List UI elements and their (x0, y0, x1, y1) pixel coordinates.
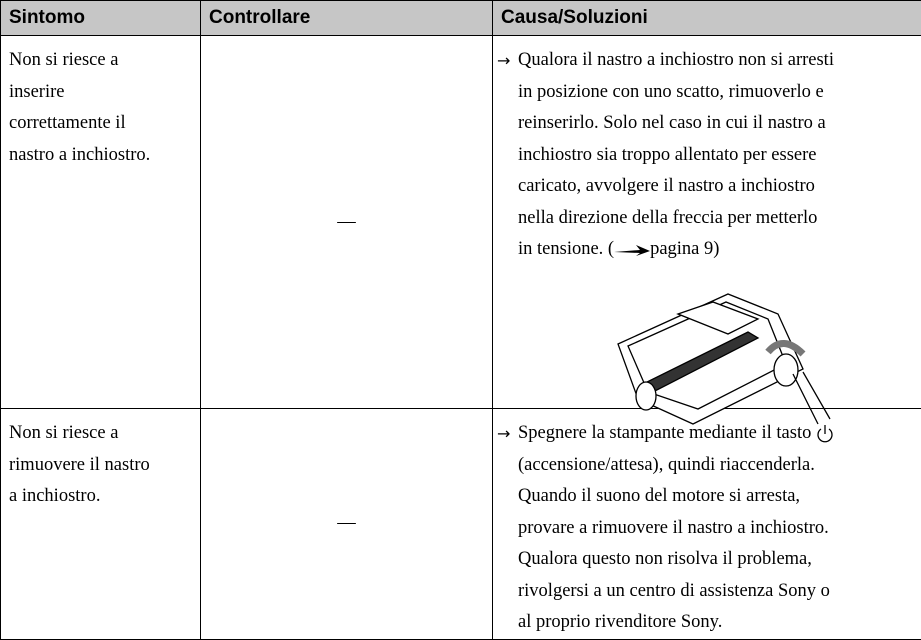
line: Non si riesce a (9, 45, 200, 77)
line: Qualora questo non risolva il problema, (518, 544, 921, 576)
line: in posizione con uno scatto, rimuoverlo … (518, 77, 921, 109)
line: provare a rimuovere il nastro a inchiost… (518, 513, 921, 545)
page-ref-arrow (614, 243, 650, 257)
line: rivolgersi a un centro di assistenza Son… (518, 576, 921, 608)
line: Qualora il nastro a inchiostro non si ar… (518, 45, 921, 77)
header-row: Sintomo Controllare Causa/Soluzioni (1, 1, 921, 36)
line: correttamente il (9, 108, 200, 140)
line: inchiostro sia troppo allentato per esse… (518, 140, 921, 172)
check-cell: — (201, 36, 493, 409)
line: a inchiostro. (9, 481, 200, 513)
power-icon (816, 424, 834, 444)
row: Non si riesce a inserire correttamente i… (1, 36, 921, 409)
line: caricato, avvolgere il nastro a inchiost… (518, 171, 921, 203)
line: reinserirlo. Solo nel caso in cui il nas… (518, 108, 921, 140)
line: nella direzione della freccia per metter… (518, 203, 921, 235)
header-cell: Sintomo (1, 1, 201, 36)
text: pagina 9) (650, 239, 719, 259)
line: al proprio rivenditore Sony. (518, 607, 921, 639)
line: rimuovere il nastro (9, 450, 200, 482)
line: inserire (9, 77, 200, 109)
text: in tensione. ( (518, 239, 614, 259)
row: Non si riesce a rimuovere il nastro a in… (1, 409, 921, 640)
check-cell: — (201, 409, 493, 640)
bullet: → (497, 45, 510, 77)
line: Non si riesce a (9, 418, 200, 450)
symptom-cell: Non si riesce a rimuovere il nastro a in… (1, 409, 201, 640)
line: in tensione. ( pagina 9) (518, 234, 921, 266)
bullet: → (497, 418, 510, 450)
page: Sintomo Controllare Causa/Soluzioni Non … (0, 0, 921, 616)
header-cell: Causa/Soluzioni (493, 1, 921, 36)
line: (accensione/attesa), quindi riaccenderla… (518, 450, 921, 482)
symptom-cell: Non si riesce a inserire correttamente i… (1, 36, 201, 409)
line: Quando il suono del motore si arresta, (518, 481, 921, 513)
text: Spegnere la stampante mediante il tasto (518, 423, 811, 443)
line: nastro a inchiostro. (9, 140, 200, 172)
solution-cell: → Qualora il nastro a inchiostro non si … (493, 36, 921, 409)
line: Spegnere la stampante mediante il tasto (518, 418, 921, 450)
header-cell: Controllare (201, 1, 493, 36)
solution-cell: → Spegnere la stampante mediante il tast… (493, 409, 921, 640)
